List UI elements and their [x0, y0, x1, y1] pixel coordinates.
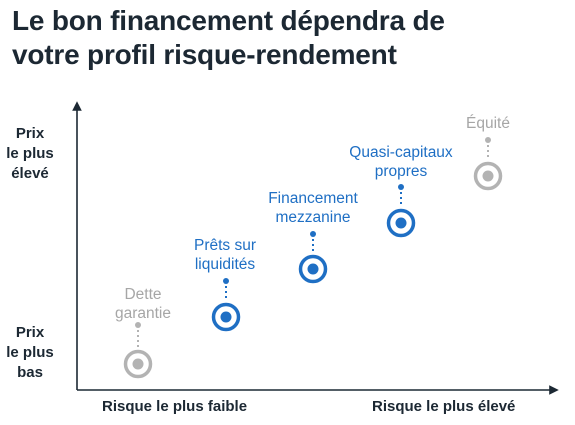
point-4-label-line-2: propres [374, 163, 428, 180]
point-3-marker-core [307, 263, 319, 275]
point-5-label: Équité [418, 114, 558, 133]
point-5-label-line-1: Équité [466, 115, 510, 132]
point-2-marker-core [220, 311, 232, 323]
title-line-2: votre profil risque-rendement [12, 39, 397, 70]
y-axis-high-line-3: élevé [11, 165, 49, 182]
point-2-label-line-2: liquidités [194, 256, 256, 273]
point-3-label-line-1: Financement [268, 190, 358, 207]
point-3-leader-dot [310, 231, 316, 237]
y-axis-low-label: Prix le plus bas [0, 323, 60, 383]
point-2-label: Prêts sur liquidités [155, 236, 295, 274]
point-2-label-line-1: Prêts sur [193, 237, 256, 254]
point-4-label-line-1: Quasi-capitaux [349, 144, 453, 161]
point-1-label-line-1: Dette [124, 286, 162, 303]
point-1-marker-core [132, 358, 144, 370]
page-title: Le bon financement dépendra de votre pro… [12, 4, 562, 72]
point-1-label: Dette garantie [73, 285, 213, 323]
point-5-leader-dot [485, 137, 491, 143]
y-axis-low-line-1: Prix [15, 324, 45, 341]
title-line-1: Le bon financement dépendra de [12, 5, 445, 36]
point-2-leader-dot [223, 278, 229, 284]
point-4-leader-dot [398, 184, 404, 190]
y-axis-high-label: Prix le plus élevé [0, 124, 60, 184]
y-axis-high-line-2: le plus [6, 145, 54, 162]
point-4-marker-core [395, 217, 407, 229]
y-axis-low-line-2: le plus [6, 344, 54, 361]
point-1-leader-dot [135, 322, 141, 328]
x-axis-low-label: Risque le plus faible [102, 398, 248, 415]
point-3-label: Financement mezzanine [243, 189, 383, 227]
point-1-label-line-2: garantie [114, 305, 171, 322]
x-axis-high-label: Risque le plus élevé [372, 398, 516, 415]
point-3-label-line-2: mezzanine [275, 209, 351, 226]
y-axis-high-line-1: Prix [15, 125, 45, 142]
point-4-label: Quasi-capitaux propres [331, 143, 471, 181]
y-axis-low-line-3: bas [17, 364, 43, 381]
point-5-marker-core [482, 170, 494, 182]
